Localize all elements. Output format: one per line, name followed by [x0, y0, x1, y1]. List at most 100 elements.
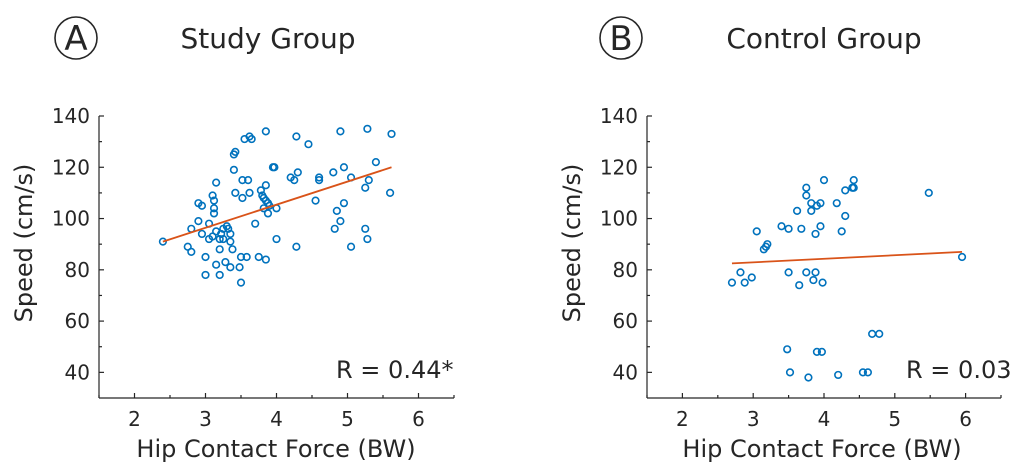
panel-b-data-point [802, 183, 811, 192]
panel-b-data-point [783, 345, 792, 354]
panel-a-data-point [386, 188, 395, 198]
panel-a-data-point [238, 175, 247, 185]
panel-a-data-point [371, 158, 381, 167]
panel-a-ylabel: Speed (cm/s) [10, 164, 38, 323]
panel-a-xtick-label: 4 [270, 407, 283, 431]
panel-a-data-point [215, 270, 224, 280]
panel-a-ytick-label: 60 [65, 309, 90, 333]
panel-b-ytick-label: 140 [600, 104, 638, 128]
panel-a-data-point [238, 193, 247, 203]
panel-b-data-point [957, 252, 967, 262]
panel-a-data-point [242, 252, 251, 262]
panel-a-data-point [212, 178, 221, 187]
panel-a-data-point [231, 188, 240, 198]
panel-a-data-point [194, 217, 203, 226]
panel-a-regression-line [162, 166, 392, 243]
panel-a-data-point [212, 260, 221, 269]
panel-a-data-point [201, 270, 210, 280]
panel-b-data-point [819, 175, 829, 185]
panel-a-data-point [209, 196, 219, 205]
panel-b-data-point [841, 186, 850, 195]
panel-b-data-point [736, 268, 745, 277]
panel-a-data-point [254, 252, 263, 262]
panel-a-data-point [363, 234, 372, 244]
panel-a-data-point [247, 134, 256, 144]
panel-b-data-point [832, 199, 841, 208]
panel-a-data-point [209, 204, 219, 213]
panel-a-xtick-label: 5 [341, 407, 354, 431]
panel-b-regression-line [731, 250, 963, 265]
panel-a-ytick-label: 120 [52, 155, 90, 179]
panel-b-data-point [804, 373, 813, 382]
panel-a-data-point [315, 175, 324, 185]
panel-a-data-point [231, 147, 240, 156]
panel-a-xtick-label: 6 [412, 407, 425, 431]
panel-b-data-point [834, 370, 843, 380]
panel-a-data-point [236, 278, 246, 287]
panel-a-data-point [208, 191, 217, 200]
panel-b-data-point [868, 329, 877, 339]
panel-a-data-point [219, 234, 228, 244]
panel-b-xtick-label: 2 [676, 407, 689, 431]
panel-a-data-point [197, 201, 207, 210]
panel-b-ylabel: Speed (cm/s) [558, 164, 586, 323]
panel-b-title: Control Group [726, 22, 921, 55]
panel-b-data-point [802, 268, 811, 277]
panel-a-xtick-label: 3 [199, 407, 212, 431]
panel-a-data-point [197, 229, 207, 239]
panel-b-data-point [858, 368, 868, 377]
panel-b-letter: B [609, 19, 632, 59]
panel-b-data-point [795, 281, 804, 290]
panel-a-ytick-label: 40 [65, 360, 90, 384]
panel-b-ytick-label: 80 [613, 258, 638, 282]
panel-b-data-point [811, 229, 820, 239]
panel-a-data-point [236, 252, 246, 262]
panel-a-data-point [339, 163, 349, 172]
panel-b-ytick-label: 40 [613, 360, 638, 384]
panel-a-data-point [292, 242, 301, 251]
panel-a-plot: 40 60 80 100 120 140 2 3 4 5 6 [52, 104, 455, 431]
panel-a-data-point [261, 181, 270, 190]
panel-b-data-point [797, 224, 806, 233]
panel-b-data-point [811, 268, 820, 277]
panel-b-data-point [747, 273, 756, 282]
panel-a-data-point [251, 219, 260, 228]
panel-a-xlabel: Hip Contact Force (BW) [136, 435, 415, 463]
panel-b-data-point [784, 268, 793, 277]
panel-a-data-point [363, 124, 372, 133]
panel-a-data-point [215, 234, 224, 244]
panel-a-title: Study Group [181, 22, 356, 55]
panel-b-data-point [785, 368, 795, 377]
panel-b-xtick-label: 5 [888, 407, 901, 431]
panel-a-data-point [336, 217, 345, 226]
panel-b: B Control Group 40 60 80 100 120 140 2 3 4 5 6 Hip… [558, 16, 1011, 463]
panel-b-data-point [809, 275, 818, 285]
panel-b-data-point [740, 278, 749, 287]
panel-b-data-point [841, 211, 850, 221]
panel-a-data-point [245, 188, 254, 198]
panel-b-data-point [777, 222, 786, 231]
panel-b-data-point [763, 240, 772, 249]
panel-a-data-point [293, 168, 302, 177]
panel-a-data-point [329, 168, 338, 177]
panel-b-data-point [863, 368, 872, 377]
panel-a: A Study Group 40 60 80 100 120 140 2 3 4 5 6 Hip C… [10, 16, 455, 463]
panel-b-data-point [752, 227, 761, 236]
panel-b-data-point [792, 206, 802, 215]
panel-a-data-point [221, 258, 230, 267]
panel-a-data-point [209, 209, 219, 218]
panel-b-ytick-label: 100 [600, 207, 638, 231]
panel-b-badge [599, 16, 643, 60]
panel-a-data-point [228, 245, 237, 254]
panel-b-xtick-label: 3 [747, 407, 760, 431]
panel-b-ytick-label: 60 [613, 309, 638, 333]
panel-b-data-point [807, 206, 816, 215]
panel-a-data-point [244, 175, 253, 185]
panel-a-data-point [292, 132, 301, 141]
panel-b-data-point [849, 183, 858, 192]
panel-a-xtick-label: 2 [128, 407, 141, 431]
panel-b-data-point [875, 329, 884, 339]
panel-a-data-point [235, 263, 244, 272]
panel-a-data-point [261, 127, 270, 136]
panel-a-data-point [158, 237, 167, 246]
